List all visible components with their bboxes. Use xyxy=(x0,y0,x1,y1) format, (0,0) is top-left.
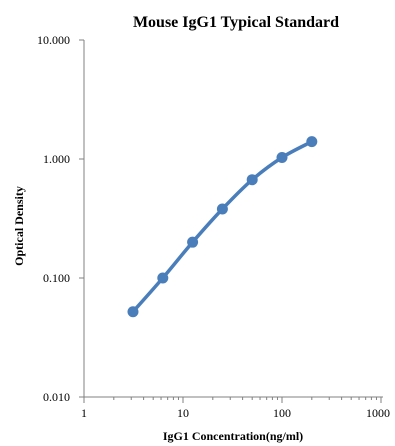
x-tick-label-1000: 1000 xyxy=(366,406,390,420)
series-line xyxy=(131,139,314,314)
data-point xyxy=(216,203,228,215)
data-point xyxy=(127,306,139,318)
data-point xyxy=(306,136,318,148)
chart-title: Mouse IgG1 Typical Standard xyxy=(133,14,339,31)
y-axis-title: Optical Density xyxy=(12,186,26,266)
x-axis-title: IgG1 Concentration(ng/ml) xyxy=(163,429,303,443)
data-point xyxy=(246,174,258,186)
ticks xyxy=(79,39,382,403)
y-tick-label-10: 10.000 xyxy=(37,33,70,47)
data-point xyxy=(187,236,199,248)
x-tick-label-1: 1 xyxy=(81,406,87,420)
x-tick-label-10: 10 xyxy=(177,406,189,420)
x-tick-label-100: 100 xyxy=(273,406,291,420)
y-tick-label-0-1: 0.100 xyxy=(43,271,70,285)
y-tick-label-1: 1.000 xyxy=(43,152,70,166)
data-point xyxy=(276,151,288,163)
plot-area xyxy=(127,136,318,318)
x-tick-labels: 1 10 100 1000 xyxy=(81,406,390,420)
axes xyxy=(83,40,383,398)
y-tick-labels: 10.000 1.000 0.100 0.010 xyxy=(37,33,70,404)
y-tick-label-0-01: 0.010 xyxy=(43,390,70,404)
data-point xyxy=(157,272,169,284)
